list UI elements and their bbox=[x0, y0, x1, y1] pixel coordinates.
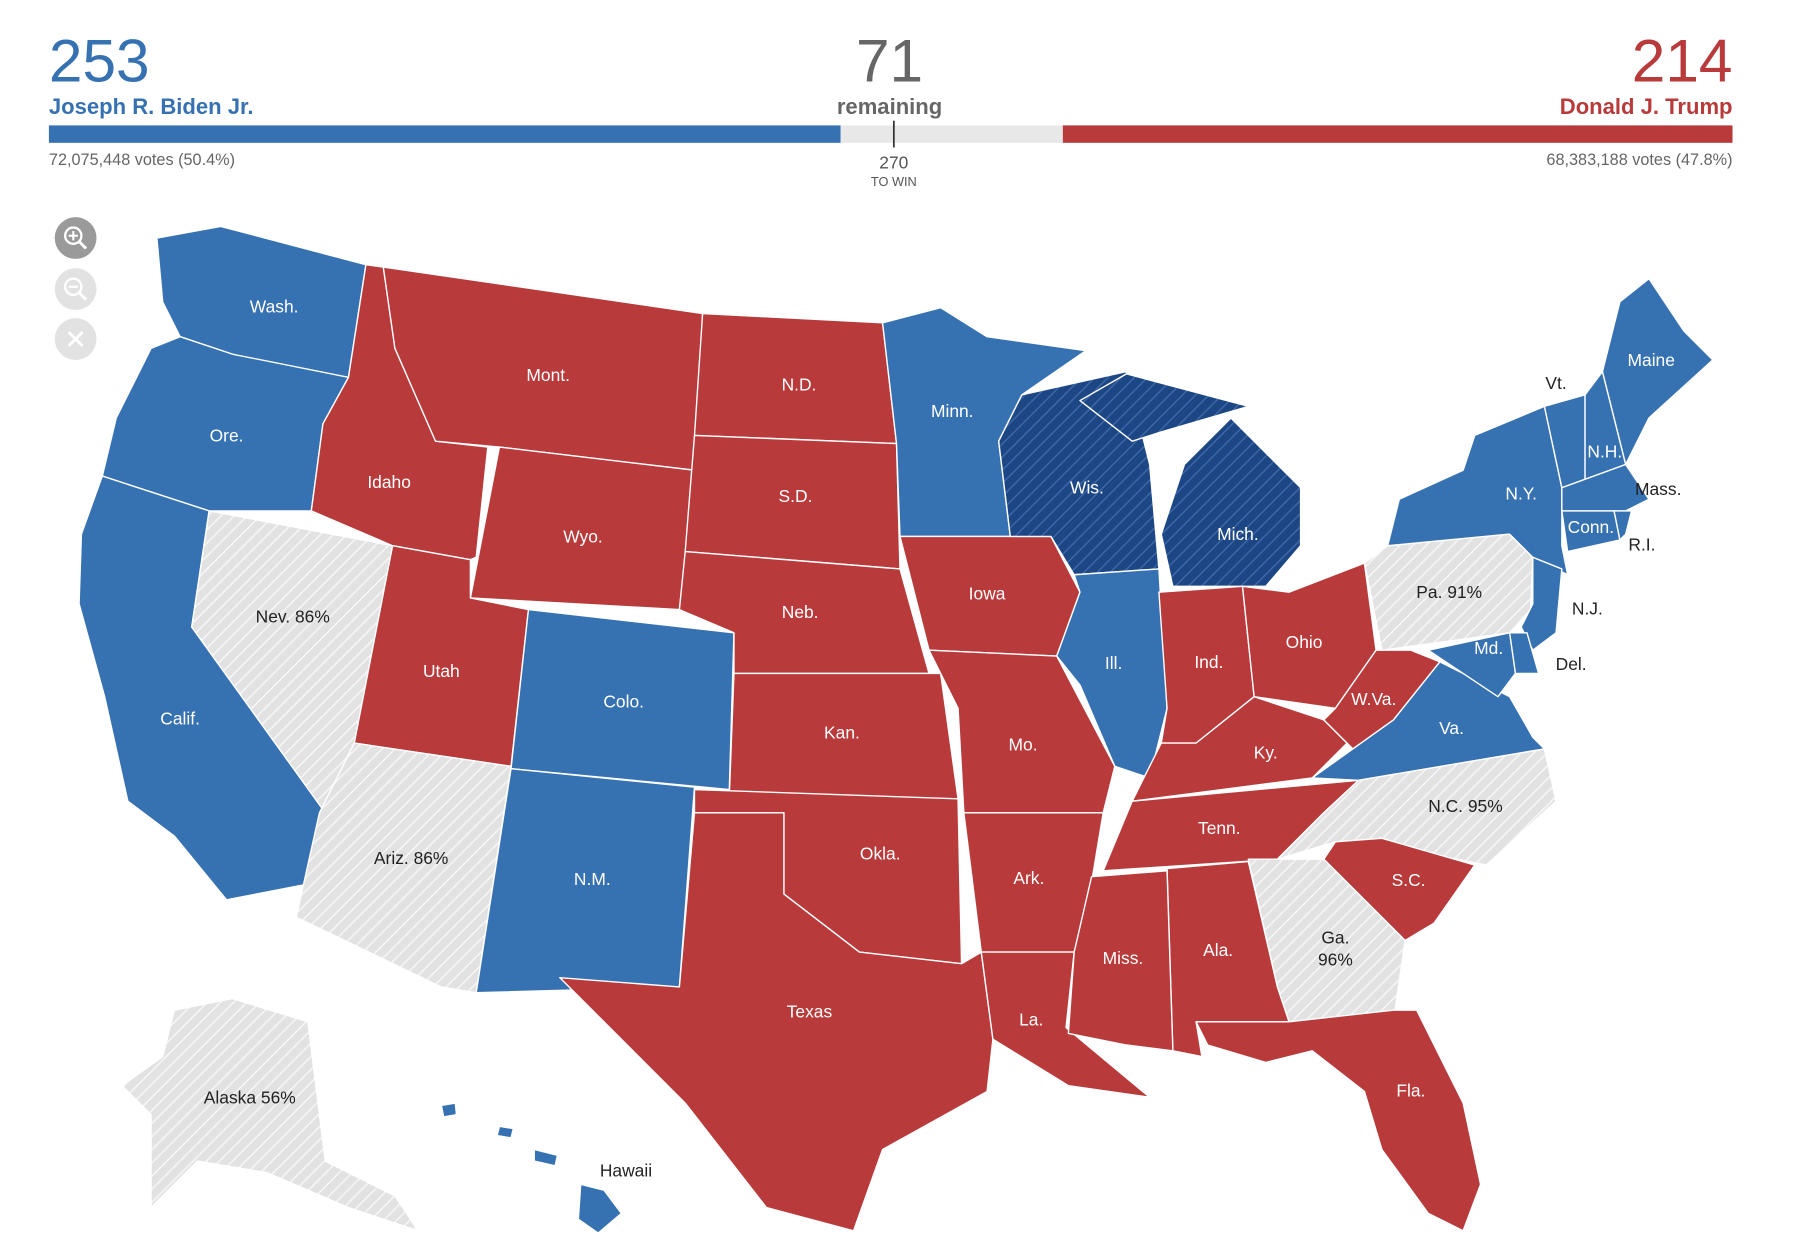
reset-button[interactable] bbox=[54, 318, 97, 360]
state-label: Va. bbox=[1439, 718, 1464, 738]
state-label: Ala. bbox=[1203, 940, 1233, 960]
state-label: S.C. bbox=[1392, 870, 1426, 890]
state bbox=[1067, 870, 1174, 1052]
state-label: Wash. bbox=[250, 297, 299, 317]
trump-name: Donald J. Trump bbox=[1560, 94, 1733, 119]
trump-electoral-votes: 214 bbox=[1632, 26, 1733, 94]
state bbox=[559, 812, 994, 1232]
state-label: Alaska 56% bbox=[204, 1087, 296, 1107]
state-label: N.J. bbox=[1572, 598, 1603, 618]
state-label: Wis. bbox=[1070, 478, 1104, 498]
state-label: Md. bbox=[1474, 638, 1503, 658]
state-label: N.M. bbox=[574, 869, 611, 889]
states bbox=[78, 225, 1714, 1234]
threshold-value: 270 bbox=[879, 152, 908, 172]
state bbox=[440, 1102, 623, 1234]
state-label: Wyo. bbox=[563, 526, 603, 546]
state-label: Conn. bbox=[1568, 517, 1614, 537]
electoral-bar bbox=[48, 120, 1733, 148]
state-label: Ind. bbox=[1194, 652, 1223, 672]
state bbox=[1520, 556, 1563, 651]
state-label: Ariz. 86% bbox=[374, 848, 449, 868]
state bbox=[1601, 277, 1714, 466]
state-label: Mont. bbox=[526, 365, 570, 385]
state-label: Hawaii bbox=[600, 1160, 652, 1180]
state-label: Vt. bbox=[1545, 373, 1566, 393]
state-label: Maine bbox=[1628, 350, 1675, 370]
state-label: La. bbox=[1019, 1009, 1043, 1029]
state-label: Mo. bbox=[1009, 734, 1038, 754]
state-label: S.D. bbox=[779, 486, 813, 506]
state-label: Tenn. bbox=[1198, 818, 1241, 838]
state-label: Texas bbox=[787, 1001, 833, 1021]
threshold-label: TO WIN bbox=[871, 174, 917, 189]
state bbox=[1613, 510, 1633, 541]
state-label: Ky. bbox=[1254, 742, 1278, 762]
state-label: Okla. bbox=[860, 843, 901, 863]
state-label: Utah bbox=[423, 661, 460, 681]
state bbox=[121, 997, 419, 1232]
biden-votes: 72,075,448 votes (50.4%) bbox=[49, 151, 235, 169]
state-label: Neb. bbox=[782, 602, 819, 622]
trump-bar bbox=[1062, 125, 1733, 143]
state-label: Miss. bbox=[1103, 948, 1144, 968]
biden-name: Joseph R. Biden Jr. bbox=[49, 94, 254, 119]
state-label: Calif. bbox=[160, 709, 200, 729]
zoom-in-button[interactable] bbox=[54, 217, 97, 259]
state-label: W.Va. bbox=[1351, 689, 1396, 709]
remaining-count: 71 bbox=[856, 26, 923, 94]
trump-votes: 68,383,188 votes (47.8%) bbox=[1546, 151, 1732, 169]
state-label: Idaho bbox=[367, 472, 411, 492]
state-label: Ohio bbox=[1286, 632, 1323, 652]
state-label: 96% bbox=[1318, 950, 1353, 970]
zoom-out-button[interactable] bbox=[54, 268, 97, 311]
state-label: Mass. bbox=[1635, 479, 1681, 499]
biden-bar bbox=[48, 125, 841, 143]
state-label: R.I. bbox=[1628, 535, 1655, 555]
state-label: Ill. bbox=[1105, 653, 1122, 673]
state-label: Fla. bbox=[1396, 1080, 1425, 1100]
state-label: Kan. bbox=[824, 723, 860, 743]
state bbox=[1561, 463, 1650, 512]
state-label: Ore. bbox=[210, 425, 244, 445]
state-label: Ga. bbox=[1321, 928, 1349, 948]
state-label: Minn. bbox=[931, 401, 974, 421]
state-label: N.D. bbox=[782, 374, 817, 394]
state-label: N.C. 95% bbox=[1428, 796, 1503, 816]
state-label: Nev. 86% bbox=[256, 607, 330, 627]
header: 253 Joseph R. Biden Jr. 72,075,448 votes… bbox=[48, 26, 1733, 189]
state-label: Del. bbox=[1556, 654, 1587, 674]
state-label: N.H. bbox=[1587, 442, 1622, 462]
zoom-controls bbox=[54, 217, 97, 360]
state-label: Mich. bbox=[1217, 524, 1259, 544]
state bbox=[1427, 632, 1517, 698]
state-labels: Wash. Ore. Calif. Nev. 86% Idaho Mont. Wyo. Uta… bbox=[160, 297, 1681, 1181]
state-label: N.Y. bbox=[1505, 483, 1537, 503]
state bbox=[1195, 1009, 1482, 1232]
state-label: Pa. 91% bbox=[1416, 582, 1482, 602]
state-label: Colo. bbox=[603, 691, 644, 711]
state-label: Ark. bbox=[1013, 868, 1044, 888]
biden-electoral-votes: 253 bbox=[49, 26, 150, 94]
state bbox=[1079, 373, 1302, 588]
remaining-bar bbox=[840, 125, 1063, 143]
state-label: Iowa bbox=[969, 583, 1006, 603]
state bbox=[101, 336, 350, 512]
remaining-label: remaining bbox=[837, 94, 942, 119]
